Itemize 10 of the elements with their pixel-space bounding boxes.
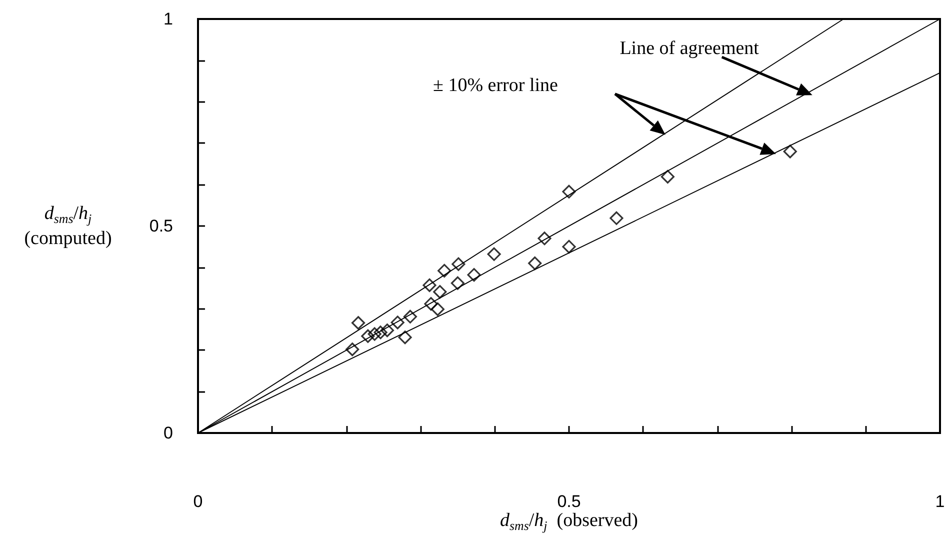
y-tick-label: 0 (164, 424, 173, 442)
x-tick-label: 0.5 (557, 492, 581, 511)
annotation: ± 10% error line (433, 74, 558, 98)
x-tick-label: 1 (935, 492, 945, 511)
annotation: Line of agreement (620, 36, 759, 61)
x-axis-title: d$_{sms}$/h$_{j}$ (observed) (500, 509, 638, 534)
y-tick-label: 0.5 (149, 216, 173, 236)
x-tick-label: 0 (193, 492, 203, 511)
y-tick-label: 1 (164, 10, 173, 28)
y-axis-title: d$_{sms}$/h$_{j}$ (computed) (23, 202, 113, 252)
